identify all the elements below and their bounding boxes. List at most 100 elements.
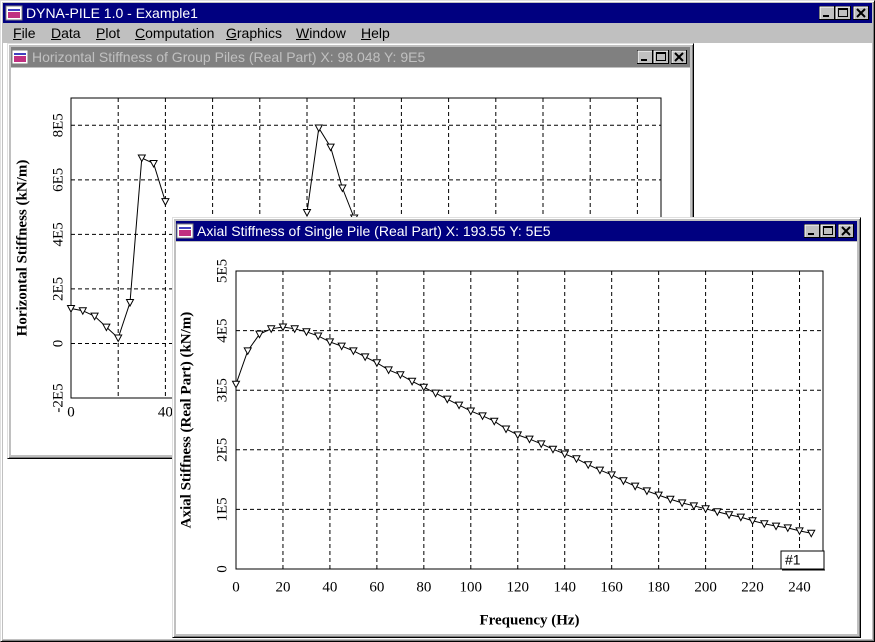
y-tick-label: 4E5 [214, 319, 230, 343]
data-point [314, 124, 324, 133]
data-point [161, 198, 170, 207]
data-point [255, 330, 264, 339]
data-point [548, 445, 558, 454]
x-tick-label: 100 [460, 579, 483, 595]
menu-item[interactable]: Help [361, 25, 390, 41]
app-title-bar: DYNA-PILE 1.0 - Example1 [3, 3, 872, 23]
data-point [666, 495, 675, 504]
window-buttons[interactable] [637, 50, 687, 64]
data-point [501, 425, 511, 434]
y-tick-label: 1E5 [214, 497, 230, 521]
data-point [325, 338, 335, 347]
x-tick-label: 60 [369, 579, 384, 595]
data-point [66, 305, 76, 314]
y-tick-label: 0 [50, 340, 66, 348]
child-title: Axial Stiffness of Single Pile (Real Par… [197, 223, 551, 239]
y-tick-label: -2E5 [50, 383, 66, 412]
menu-item[interactable]: Window [296, 25, 346, 41]
data-point [630, 482, 640, 491]
maximize-button[interactable] [820, 224, 836, 238]
data-point [302, 328, 311, 337]
x-tick-label: 160 [600, 579, 623, 595]
data-point [759, 520, 769, 529]
y-tick-label: 5E5 [214, 259, 230, 283]
data-point [407, 377, 417, 386]
data-point [338, 184, 347, 193]
data-point [313, 332, 323, 341]
data-point [396, 371, 405, 380]
data-point [302, 209, 312, 218]
child-title-bar: Horizontal Stiffness of Group Piles (Rea… [11, 47, 690, 67]
child-title: Horizontal Stiffness of Group Piles (Rea… [32, 49, 426, 65]
maximize-button[interactable] [835, 6, 851, 20]
window-buttons[interactable] [819, 6, 869, 20]
menu-item[interactable]: Graphics [226, 25, 283, 41]
window-icon [176, 223, 194, 239]
x-tick-label: 0 [232, 579, 240, 595]
x-tick-label: 40 [158, 404, 173, 420]
data-point [431, 389, 440, 398]
minimize-button[interactable] [804, 224, 820, 238]
menu-item[interactable]: Data [51, 25, 81, 41]
data-point [466, 407, 476, 416]
data-point [442, 395, 452, 404]
x-axis-title: Frequency (Hz) [479, 612, 579, 628]
y-tick-label: 3E5 [214, 378, 230, 402]
menu-item[interactable]: File [13, 25, 36, 41]
close-button[interactable] [838, 224, 854, 238]
data-point [560, 450, 570, 459]
x-tick-label: 0 [67, 404, 75, 420]
x-tick-label: 20 [275, 579, 290, 595]
data-point [513, 431, 523, 440]
window-icon [11, 49, 29, 65]
legend-box [780, 550, 825, 570]
data-point [736, 513, 746, 522]
y-axis-title: Horizontal Stiffness (kN/m) [14, 160, 30, 337]
window-buttons[interactable] [804, 224, 854, 238]
x-tick-label: 40 [322, 579, 337, 595]
menu-item[interactable]: Plot [96, 25, 121, 41]
data-point [619, 477, 628, 486]
x-tick-label: 140 [553, 579, 576, 595]
close-button[interactable] [853, 6, 869, 20]
data-point [525, 435, 534, 444]
data-point [654, 491, 663, 500]
child-window: Axial Stiffness of Single Pile (Real Par… [172, 217, 861, 638]
y-tick-label: 2E5 [50, 277, 66, 301]
data-point [113, 334, 123, 343]
y-tick-label: 6E5 [50, 168, 66, 192]
data-point [572, 455, 581, 464]
series-line [235, 326, 812, 534]
data-point [278, 323, 288, 332]
data-point [137, 154, 147, 163]
data-point [748, 517, 757, 526]
data-point [701, 505, 710, 514]
data-point [243, 347, 253, 356]
x-tick-label: 220 [741, 579, 764, 595]
data-point [783, 524, 793, 533]
x-tick-label: 200 [694, 579, 717, 595]
close-button[interactable] [671, 50, 687, 64]
data-point [290, 325, 300, 334]
data-point [102, 323, 111, 332]
menu-item[interactable]: Computation [135, 25, 215, 41]
y-tick-label: 8E5 [50, 113, 66, 137]
data-point [419, 383, 429, 392]
data-point [349, 347, 358, 356]
data-point [478, 412, 487, 421]
app-title: DYNA-PILE 1.0 - Example1 [26, 5, 198, 21]
child-title-bar: Axial Stiffness of Single Pile (Real Par… [176, 221, 857, 241]
app-icon [5, 5, 23, 21]
maximize-button[interactable] [653, 50, 669, 64]
data-point [806, 529, 816, 538]
data-point [454, 401, 464, 410]
data-point [90, 312, 99, 321]
data-point [266, 325, 276, 334]
minimize-button[interactable] [819, 6, 835, 20]
minimize-button[interactable] [637, 50, 653, 64]
data-point [536, 440, 546, 449]
x-tick-label: 120 [507, 579, 530, 595]
x-tick-label: 80 [416, 579, 431, 595]
plot-frame [235, 270, 824, 570]
